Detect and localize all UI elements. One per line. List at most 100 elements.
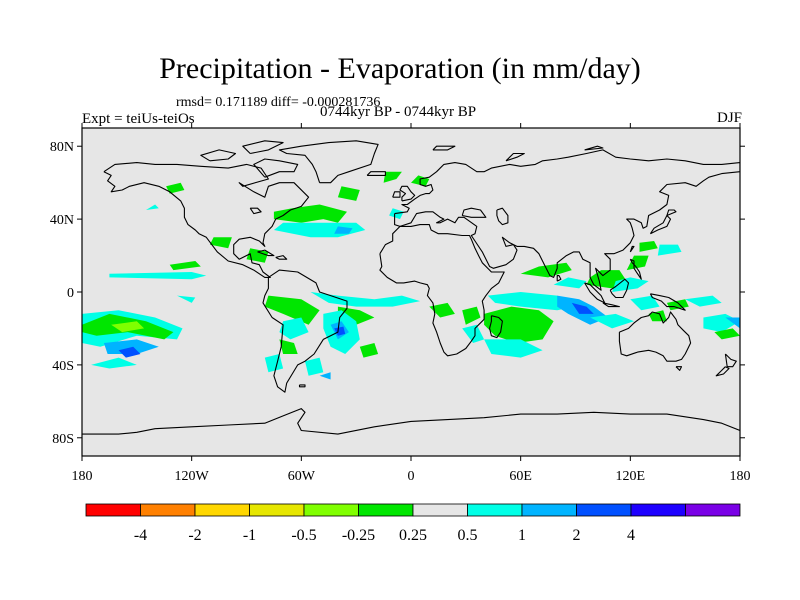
- x-tick-label: 180: [730, 469, 751, 484]
- coastline: [379, 224, 505, 357]
- colorbar-swatch: [576, 503, 632, 517]
- y-tick-label: 0: [67, 286, 74, 301]
- contour-region: [103, 339, 159, 354]
- contour-region: [334, 226, 353, 234]
- coastline: [715, 366, 730, 377]
- colorbar-label: 4: [627, 527, 635, 544]
- coastline: [496, 207, 509, 226]
- colorbar-swatch: [412, 503, 468, 517]
- contour-region: [334, 326, 346, 336]
- coastline: [200, 149, 237, 162]
- season-label: DJF: [716, 110, 742, 126]
- contour-region: [571, 302, 594, 314]
- x-tick-label: 120E: [616, 469, 646, 484]
- contour-region: [484, 339, 543, 358]
- contour-region: [146, 204, 159, 210]
- contour-region: [169, 261, 201, 271]
- stats-line: rmsd= 0.171189 diff= -0.000281736: [176, 95, 381, 110]
- colorbar-label: -0.25: [342, 527, 375, 544]
- contour-region: [246, 248, 269, 263]
- contour-region: [383, 171, 402, 183]
- contour-region: [359, 343, 379, 358]
- contour-region: [648, 310, 667, 322]
- colorbar-label: -1: [243, 527, 256, 544]
- contour-region: [337, 186, 360, 201]
- coastline: [432, 145, 456, 151]
- coastline: [489, 315, 503, 339]
- x-tick-label: 60E: [509, 469, 532, 484]
- coastline: [584, 145, 604, 151]
- contour-region: [553, 277, 587, 289]
- experiment-label: Expt = teiUs-teiOs: [82, 111, 195, 127]
- contour-region: [725, 317, 740, 329]
- coastline: [399, 185, 416, 202]
- contour-region: [310, 292, 421, 307]
- colorbar-swatch: [358, 503, 414, 517]
- axis-layer: 180 120W 60W 0 60E 120E 180 80N 40N 0 40S 80S: [50, 123, 751, 484]
- contour-region: [462, 306, 481, 325]
- contour-region: [118, 346, 141, 358]
- x-tick-label: 180: [72, 469, 93, 484]
- x-tick-label: 60W: [288, 469, 316, 484]
- coastline: [461, 207, 487, 218]
- coastline-layer: [82, 140, 740, 435]
- contour-region: [714, 328, 740, 340]
- colorbar-label: -4: [134, 527, 147, 544]
- contour-region: [630, 295, 660, 311]
- period-label: 0744kyr BP - 0744kyr BP: [320, 104, 477, 120]
- contour-region: [279, 317, 309, 340]
- coastline: [103, 162, 310, 278]
- contour-region: [209, 237, 232, 249]
- coastline: [666, 209, 677, 217]
- coastline: [366, 171, 386, 176]
- coastline: [275, 255, 288, 260]
- coastline: [618, 311, 692, 362]
- colorbar-swatch: [303, 503, 359, 517]
- contour-region: [612, 277, 649, 292]
- contour-region: [264, 295, 320, 325]
- colorbar-label: -2: [188, 527, 201, 544]
- colorbar-swatch: [140, 503, 196, 517]
- contour-region: [657, 244, 682, 256]
- y-tick-label: 40S: [52, 359, 74, 374]
- colorbar-label: 2: [573, 527, 581, 544]
- colorbar-swatch: [630, 503, 686, 517]
- colorbar-swatch: [467, 503, 523, 517]
- contour-region: [484, 306, 554, 343]
- contour-region: [666, 299, 689, 311]
- y-tick-label: 40N: [50, 213, 74, 228]
- coastline: [262, 269, 348, 393]
- contour-region: [685, 295, 722, 307]
- coastline: [298, 384, 306, 388]
- coastline: [629, 245, 635, 253]
- colorbar-swatch: [85, 503, 141, 517]
- chart-title: Precipitation - Evaporation (in mm/day): [159, 52, 641, 85]
- contour-region: [626, 255, 649, 271]
- coastline: [242, 140, 284, 155]
- coastline: [724, 353, 737, 368]
- coastline: [257, 249, 275, 257]
- coastline: [505, 152, 525, 162]
- map-panel: [82, 128, 740, 456]
- contour-region: [487, 292, 576, 311]
- contour-region: [177, 295, 196, 303]
- contour-region: [319, 372, 331, 380]
- coastline: [278, 140, 379, 184]
- colorbar-swatch: [249, 503, 305, 517]
- coastline: [249, 207, 262, 215]
- coastline: [609, 278, 630, 299]
- coastline: [253, 158, 299, 178]
- coastline: [649, 214, 672, 235]
- coastline: [556, 275, 562, 282]
- contour-region: [111, 321, 145, 333]
- x-tick-label: 120W: [175, 469, 210, 484]
- coastline: [392, 191, 401, 198]
- contour-region: [279, 339, 298, 354]
- coastline: [675, 366, 683, 371]
- colorbar-label: -0.5: [291, 527, 316, 544]
- coastline: [394, 149, 740, 291]
- contour-region: [639, 241, 658, 252]
- coastline: [649, 293, 686, 311]
- colorbar-swatch: [194, 503, 250, 517]
